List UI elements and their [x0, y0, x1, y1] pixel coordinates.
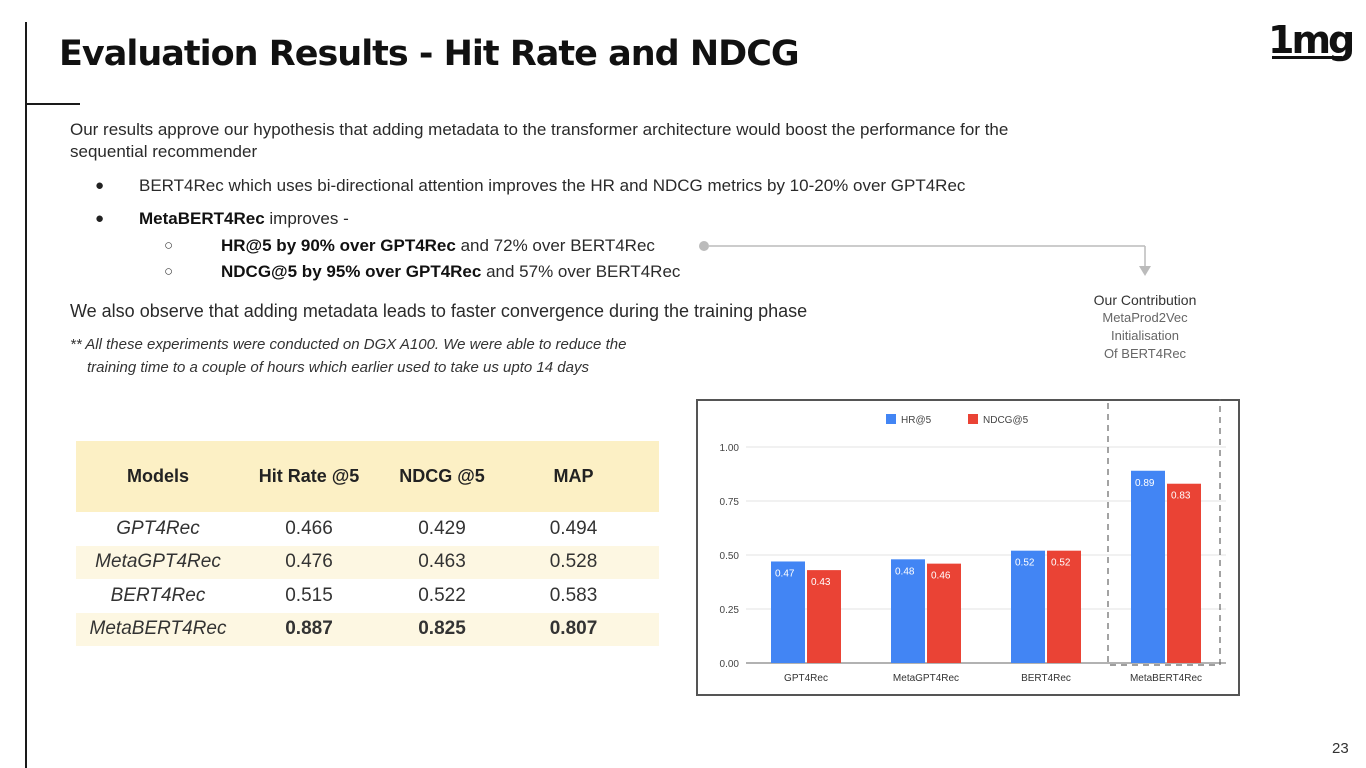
title-underline-rule: [25, 103, 80, 105]
brand-logo: 1mg: [1268, 18, 1355, 62]
sub-bullet-ndcg: NDCG@5 by 95% over GPT4Rec and 57% over …: [221, 261, 680, 283]
arrow-down-icon: [1139, 266, 1151, 276]
bar: [1047, 550, 1081, 663]
table-header-row: Models Hit Rate @5 NDCG @5 MAP: [76, 441, 659, 512]
contribution-line-3: Of BERT4Rec: [1103, 346, 1187, 361]
cell-map: 0.807: [549, 618, 598, 640]
slide-title: Evaluation Results - Hit Rate and NDCG: [59, 34, 800, 74]
y-tick-label: 0.75: [720, 497, 740, 508]
logo-underline: [1272, 56, 1342, 59]
data-label: 0.47: [775, 568, 795, 579]
data-label: 0.52: [1015, 558, 1035, 569]
bar: [927, 563, 961, 663]
cell-ndcg: 0.825: [418, 618, 466, 640]
results-table: Models Hit Rate @5 NDCG @5 MAP GPT4Rec 0…: [76, 441, 659, 646]
y-tick-label: 0.50: [720, 551, 740, 562]
intro-line-1: Our results approve our hypothesis that …: [70, 120, 1009, 139]
sub-bullet-ndcg-rest: and 57% over BERT4Rec: [481, 262, 681, 281]
cell-hit-rate: 0.887: [285, 618, 333, 640]
sub-bullet-hr-bold: HR@5 by 90% over GPT4Rec: [221, 236, 456, 255]
cell-model: GPT4Rec: [116, 517, 200, 539]
data-label: 0.48: [895, 566, 915, 577]
x-tick-label: GPT4Rec: [784, 673, 828, 684]
cell-hit-rate: 0.476: [285, 551, 333, 573]
contribution-title: Our Contribution: [1093, 292, 1197, 308]
header-map: MAP: [553, 466, 594, 486]
bar: [771, 561, 805, 663]
table-row: MetaBERT4Rec 0.887 0.825 0.807: [76, 612, 659, 646]
bar: [1131, 470, 1165, 663]
cell-ndcg: 0.429: [418, 517, 466, 539]
cell-hit-rate: 0.515: [285, 584, 333, 606]
x-tick-label: MetaGPT4Rec: [893, 673, 959, 684]
highlight-box: [1107, 399, 1221, 666]
cell-map: 0.528: [549, 551, 598, 573]
legend-swatch: [968, 414, 978, 424]
bullet-metabert4rec-rest: improves -: [264, 209, 349, 228]
sub-bullet-hr: HR@5 by 90% over GPT4Rec and 72% over BE…: [221, 235, 655, 257]
bullet-dot: ●: [95, 210, 105, 227]
sub-bullet-circle: ○: [164, 237, 174, 254]
convergence-text: We also observe that adding metadata lea…: [70, 301, 808, 321]
experiment-note-line-2: training time to a couple of hours which…: [87, 359, 589, 376]
cell-ndcg: 0.522: [418, 584, 466, 606]
sub-bullet-circle: ○: [164, 263, 174, 280]
header-hit-rate: Hit Rate @5: [258, 466, 360, 486]
y-tick-label: 0.00: [720, 659, 740, 670]
data-label: 0.43: [811, 577, 831, 588]
left-vertical-rule: [25, 22, 27, 768]
header-ndcg: NDCG @5: [399, 466, 485, 486]
sub-bullet-hr-rest: and 72% over BERT4Rec: [455, 236, 655, 255]
x-tick-label: BERT4Rec: [1021, 673, 1071, 684]
legend-swatch: [886, 414, 896, 424]
cell-ndcg: 0.463: [418, 551, 466, 573]
y-tick-label: 1.00: [720, 443, 740, 454]
table-row: BERT4Rec 0.515 0.522 0.583: [76, 579, 659, 613]
cell-model: MetaBERT4Rec: [89, 618, 227, 640]
contribution-connector: [699, 241, 1151, 276]
connector-dot-icon: [699, 241, 709, 251]
bar: [807, 570, 841, 663]
data-label: 0.83: [1171, 491, 1191, 502]
bullet-metabert4rec: MetaBERT4Rec improves -: [139, 208, 349, 230]
contribution-callout: Our Contribution MetaProd2Vec Initialisa…: [1070, 291, 1220, 363]
bar-chart: 0.00 0.25 0.50 0.75 1.00 HR@5 NDCG@5 0.47 0.43 GP…: [720, 399, 1226, 684]
bullet-bert4rec: BERT4Rec which uses bi-directional atten…: [139, 176, 966, 195]
header-models: Models: [126, 466, 189, 486]
legend-label: HR@5: [901, 415, 932, 426]
data-label: 0.89: [1135, 478, 1155, 489]
contribution-line-1: MetaProd2Vec: [1102, 310, 1188, 325]
cell-map: 0.494: [549, 517, 598, 539]
table-row: MetaGPT4Rec 0.476 0.463 0.528: [76, 545, 659, 579]
x-tick-label: MetaBERT4Rec: [1130, 673, 1202, 684]
bullet-metabert4rec-bold: MetaBERT4Rec: [139, 209, 265, 228]
intro-line-2: sequential recommender: [70, 142, 258, 161]
data-label: 0.52: [1051, 558, 1071, 569]
experiment-note-line-1: ** All these experiments were conducted …: [70, 336, 627, 353]
cell-model: BERT4Rec: [110, 584, 206, 606]
cell-hit-rate: 0.466: [285, 517, 333, 539]
bar: [1167, 483, 1201, 663]
bar: [1011, 550, 1045, 663]
table-row: GPT4Rec 0.466 0.429 0.494: [76, 512, 659, 546]
data-label: 0.46: [931, 571, 951, 582]
cell-model: MetaGPT4Rec: [95, 551, 221, 573]
sub-bullet-ndcg-bold: NDCG@5 by 95% over GPT4Rec: [221, 262, 482, 281]
bar: [891, 559, 925, 663]
y-tick-label: 0.25: [720, 605, 740, 616]
legend-label: NDCG@5: [983, 415, 1029, 426]
bullet-dot: ●: [95, 177, 105, 194]
cell-map: 0.583: [549, 584, 598, 606]
page-number: 23: [1332, 740, 1349, 757]
contribution-line-2: Initialisation: [1111, 328, 1179, 343]
